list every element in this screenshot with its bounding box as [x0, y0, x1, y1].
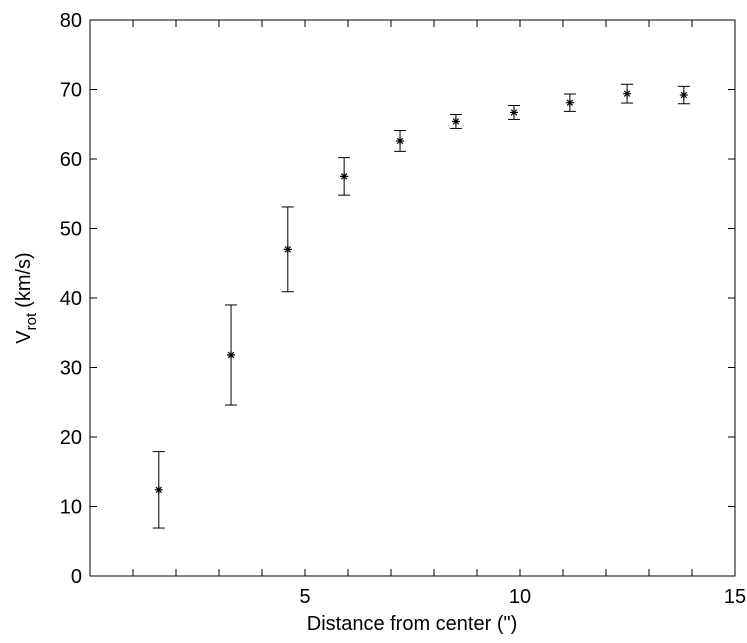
point-marker: [623, 89, 632, 98]
y-tick-label: 70: [60, 80, 82, 102]
point-marker: [154, 485, 163, 494]
point-marker: [396, 136, 405, 145]
y-axis-label: Vrot (km/s): [13, 252, 40, 343]
x-tick-label: 15: [724, 586, 746, 608]
y-tick-label: 0: [71, 566, 82, 588]
point-marker: [451, 117, 460, 126]
point-marker: [340, 172, 349, 181]
point-marker: [227, 350, 236, 359]
plot-frame: [89, 19, 736, 577]
y-tick-label: 10: [60, 497, 82, 519]
y-label-sub: rot: [23, 312, 40, 330]
y-tick-label: 80: [60, 10, 82, 32]
point-marker: [679, 91, 688, 100]
y-tick-label: 60: [60, 149, 82, 171]
point-marker: [509, 108, 518, 117]
x-tick-label: 10: [509, 586, 531, 608]
y-label-unit: (km/s): [13, 252, 35, 308]
y-label-main: V: [13, 330, 35, 344]
y-tick-label: 20: [60, 427, 82, 449]
y-tick-label: 40: [60, 288, 82, 310]
x-axis-label: Distance from center ("): [307, 613, 518, 635]
point-marker: [283, 245, 292, 254]
x-tick-label: 5: [299, 586, 310, 608]
y-tick-label: 50: [60, 219, 82, 241]
y-tick-label: 30: [60, 358, 82, 380]
point-marker: [565, 98, 574, 107]
